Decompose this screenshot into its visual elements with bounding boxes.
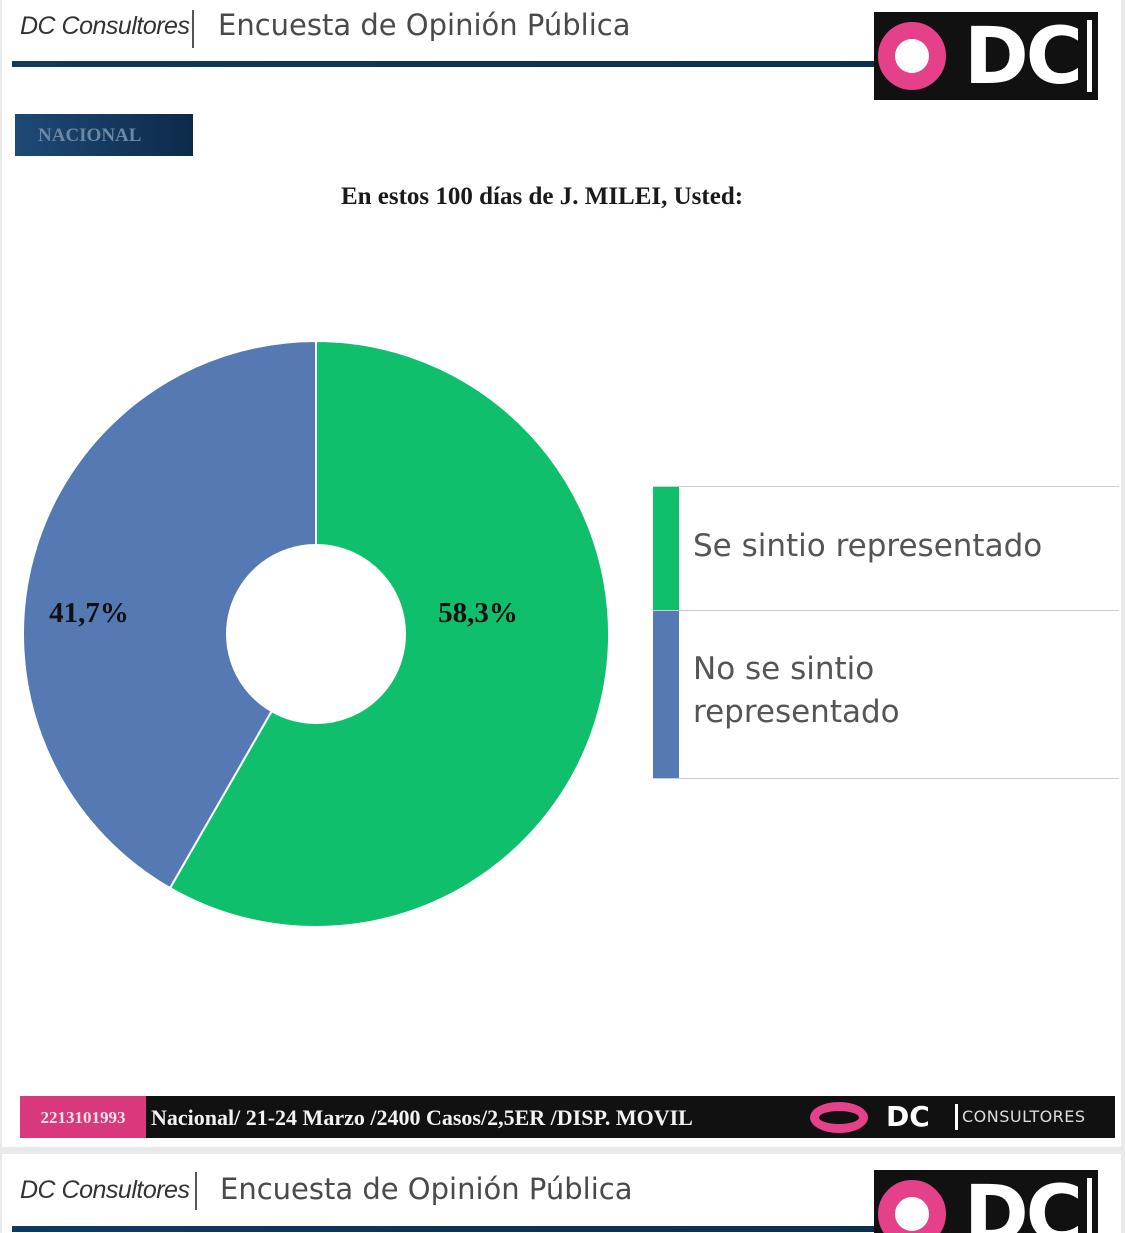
brand-name: DC Consultores (20, 1176, 190, 1204)
logo-text: DC (964, 12, 1083, 102)
footer-logo-text: DC (886, 1100, 930, 1133)
data-label: 41,7% (49, 597, 129, 629)
footer-phone: 2213101993 (20, 1096, 146, 1138)
logo-bar (1087, 20, 1092, 92)
footer-survey-info: Nacional/ 21-24 Marzo /2400 Casos/2,5ER … (151, 1105, 693, 1130)
header-rule (12, 61, 877, 67)
legend-label: Se sintio representado (693, 528, 1043, 564)
dc-logo: DC (874, 12, 1098, 102)
logo-ring-icon (878, 22, 946, 90)
chart-legend: Se sintio representado No se sintio repr… (653, 486, 1119, 779)
header-rule (12, 1226, 877, 1232)
legend-item: No se sintio representado (653, 610, 1119, 779)
footer-consultores: CONSULTORES (962, 1107, 1086, 1126)
legend-label: No se sintio representado (693, 651, 900, 730)
data-label: 58,3% (438, 597, 518, 629)
header-divider (192, 10, 194, 48)
survey-title: Encuesta de Opinión Pública (220, 1172, 633, 1206)
logo-ring-icon (878, 1180, 946, 1233)
logo-bar (1087, 1178, 1092, 1233)
footer-logo-bar (955, 1104, 958, 1130)
survey-slide: DC Consultores Encuesta de Opinión Públi… (2, 0, 1121, 1147)
pie-slice (168, 339, 610, 928)
logo-text: DC (964, 1170, 1083, 1233)
legend-swatch (653, 487, 679, 610)
brand-name: DC Consultores (20, 12, 190, 40)
legend-swatch (653, 611, 679, 778)
dc-logo: DC (874, 1170, 1098, 1233)
legend-item: Se sintio representado (653, 486, 1119, 610)
footer-bar: 2213101993 Nacional/ 21-24 Marzo /2400 C… (20, 1096, 1115, 1138)
survey-title: Encuesta de Opinión Pública (218, 8, 631, 42)
pie-slice (22, 339, 317, 890)
region-tag: NACIONAL (15, 114, 193, 156)
chart-title: En estos 100 días de J. MILEI, Usted: (340, 183, 744, 210)
donut-chart: 58,3% 41,7% (22, 339, 610, 928)
footer-ring-icon (810, 1102, 868, 1133)
header-divider (195, 1172, 197, 1210)
next-slide-header: DC Consultores Encuesta de Opinión Públi… (2, 1154, 1121, 1233)
